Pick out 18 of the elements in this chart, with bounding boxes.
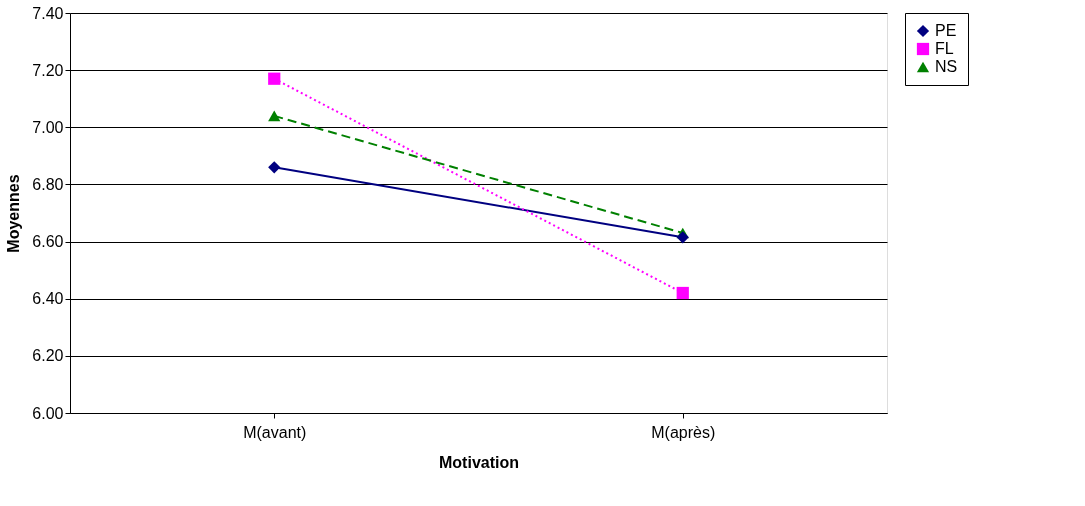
y-tick-label: 6.80 xyxy=(32,175,64,193)
y-tick-label: 7.40 xyxy=(32,4,64,22)
y-tick-label: 6.40 xyxy=(32,290,64,308)
y-tick-label: 6.00 xyxy=(32,404,64,422)
y-tick-label: 6.60 xyxy=(32,233,64,251)
legend-label: FL xyxy=(935,40,954,57)
x-axis-title: Motivation xyxy=(439,453,519,471)
y-axis-title: Moyennes xyxy=(5,174,23,253)
y-tick-label: 6.20 xyxy=(32,347,64,365)
point xyxy=(268,72,281,85)
point xyxy=(676,286,689,300)
y-tick-label: 7.20 xyxy=(32,61,64,79)
legend-label: NS xyxy=(935,58,958,75)
legend-label: PE xyxy=(935,22,957,39)
x-tick-label: M(avant) xyxy=(243,423,307,441)
y-tick-label: 7.00 xyxy=(32,118,64,136)
x-tick-label: M(après) xyxy=(651,423,716,441)
point xyxy=(268,161,281,174)
